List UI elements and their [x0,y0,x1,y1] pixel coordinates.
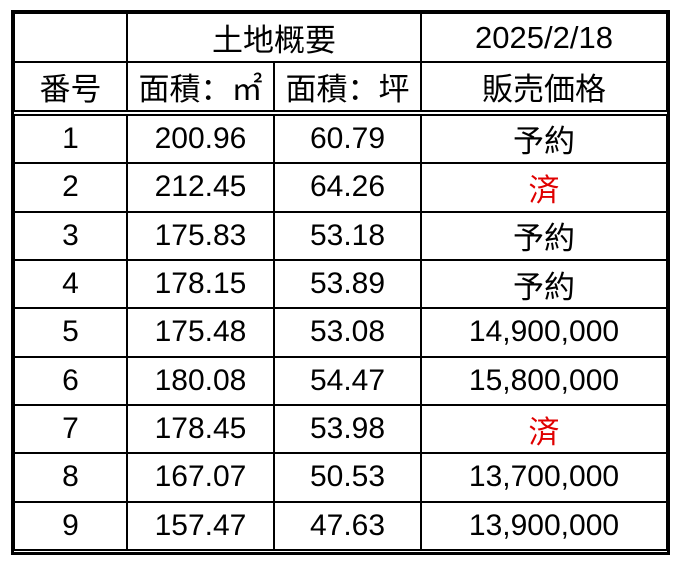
column-header-price: 販売価格 [420,61,668,116]
lot-number: 3 [13,210,128,261]
area-tsubo-cell: 53.89 [273,258,422,310]
area-tsubo-cell: 64.26 [273,162,422,213]
table-row: 7 178.45 53.98 済 [13,403,668,455]
table-row: 9 157.47 47.63 13,900,000 [13,500,668,552]
lot-number: 7 [13,403,128,455]
price-cell: 予約 [420,258,668,310]
area-tsubo-cell: 54.47 [273,355,422,406]
price-cell: 14,900,000 [420,307,668,358]
price-cell: 13,900,000 [420,500,668,552]
column-header-area-m2: 面積：㎡ [126,61,275,116]
area-tsubo-cell: 50.53 [273,452,422,503]
table-row: 2 212.45 64.26 済 [13,162,668,213]
lot-number: 9 [13,500,128,552]
price-cell: 済 [420,403,668,455]
area-m2-cell: 212.45 [126,162,275,213]
table-row: 3 175.83 53.18 予約 [13,210,668,261]
price-cell: 15,800,000 [420,355,668,406]
table-row: 1 200.96 60.79 予約 [13,111,668,165]
price-cell: 予約 [420,210,668,261]
date-cell: 2025/2/18 [420,11,668,64]
lot-number: 1 [13,111,128,165]
area-m2-cell: 175.83 [126,210,275,261]
area-m2-cell: 178.15 [126,258,275,310]
header-row: 土地概要 2025/2/18 [13,11,668,64]
price-cell: 13,700,000 [420,452,668,503]
lot-number: 4 [13,258,128,310]
area-m2-cell: 180.08 [126,355,275,406]
table-row: 6 180.08 54.47 15,800,000 [13,355,668,406]
price-cell: 予約 [420,111,668,165]
area-m2-cell: 200.96 [126,111,275,165]
lot-number: 6 [13,355,128,406]
area-tsubo-cell: 60.79 [273,111,422,165]
area-tsubo-cell: 53.18 [273,210,422,261]
table-row: 5 175.48 53.08 14,900,000 [13,307,668,358]
table-row: 4 178.15 53.89 予約 [13,258,668,310]
lot-number: 2 [13,162,128,213]
land-summary-table: 土地概要 2025/2/18 番号 面積：㎡ 面積：坪 販売価格 1 200.9… [13,11,668,552]
area-m2-cell: 175.48 [126,307,275,358]
price-cell: 済 [420,162,668,213]
lot-number: 5 [13,307,128,358]
area-m2-cell: 167.07 [126,452,275,503]
column-header-number: 番号 [13,61,128,116]
table-row: 8 167.07 50.53 13,700,000 [13,452,668,503]
land-summary-header: 土地概要 [126,11,422,64]
column-header-row: 番号 面積：㎡ 面積：坪 販売価格 [13,61,668,116]
lot-number: 8 [13,452,128,503]
column-header-area-tsubo: 面積：坪 [273,61,422,116]
area-tsubo-cell: 53.08 [273,307,422,358]
area-m2-cell: 157.47 [126,500,275,552]
area-m2-cell: 178.45 [126,403,275,455]
area-tsubo-cell: 47.63 [273,500,422,552]
area-tsubo-cell: 53.98 [273,403,422,455]
corner-cell [13,11,128,64]
